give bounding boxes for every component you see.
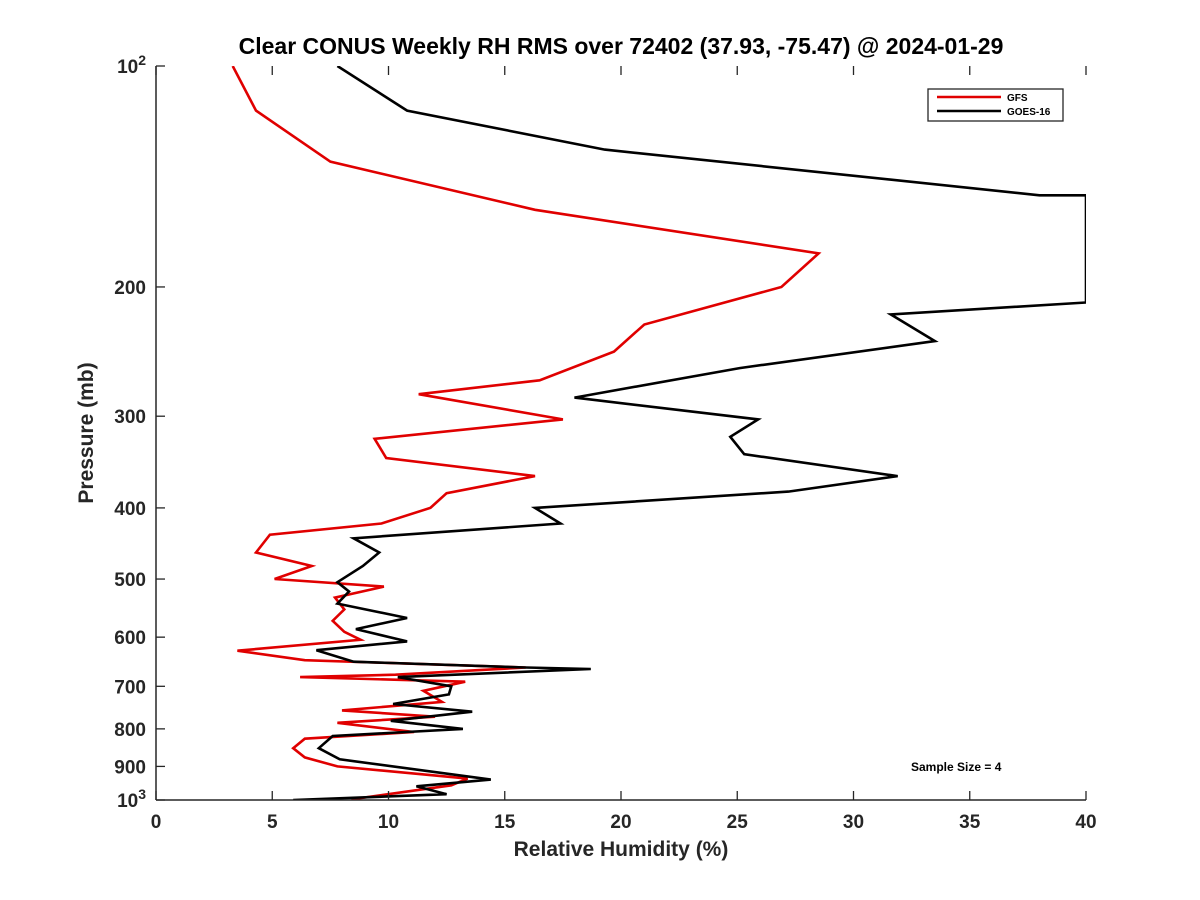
series-layer [231, 66, 1086, 800]
legend-box [927, 88, 1064, 122]
y-axis-label: Pressure (mb) [75, 362, 98, 503]
y-tick-label: 700 [114, 677, 146, 698]
y-tick-label: 300 [114, 407, 146, 428]
series-line-goes16 [293, 66, 1086, 800]
x-tick-label: 40 [1075, 812, 1096, 833]
y-tick-label: 200 [114, 278, 146, 299]
x-tick-label: 20 [610, 812, 631, 833]
chart-title: Clear CONUS Weekly RH RMS over 72402 (37… [239, 33, 1004, 59]
legend-label-goes16: GOES-16 [1007, 107, 1051, 118]
x-tick-label: 15 [494, 812, 516, 833]
y-tick-label: 900 [114, 757, 146, 778]
legend-label-gfs: GFS [1007, 93, 1028, 104]
sample-size-annotation: Sample Size = 4 [911, 760, 1002, 774]
x-tick-label: 30 [843, 812, 864, 833]
y-tick-label: 103 [117, 786, 146, 812]
y-tick-label: 600 [114, 628, 146, 649]
x-axis-label: Relative Humidity (%) [514, 838, 729, 861]
legend: GFS GOES-16 [927, 88, 1064, 122]
x-ticks: 0 5 10 15 20 25 30 35 40 [151, 66, 1097, 833]
x-tick-label: 5 [267, 812, 278, 833]
y-ticks: 102 200 300 400 500 600 700 800 900 103 [114, 52, 165, 812]
y-tick-label: 500 [114, 570, 146, 591]
x-tick-label: 25 [727, 812, 749, 833]
plot-area [156, 66, 1086, 800]
x-tick-label: 0 [151, 812, 162, 833]
y-tick-label: 400 [114, 499, 146, 520]
y-tick-label: 800 [114, 720, 146, 741]
x-tick-label: 35 [959, 812, 981, 833]
x-tick-label: 10 [378, 812, 399, 833]
y-tick-label: 102 [117, 52, 146, 78]
